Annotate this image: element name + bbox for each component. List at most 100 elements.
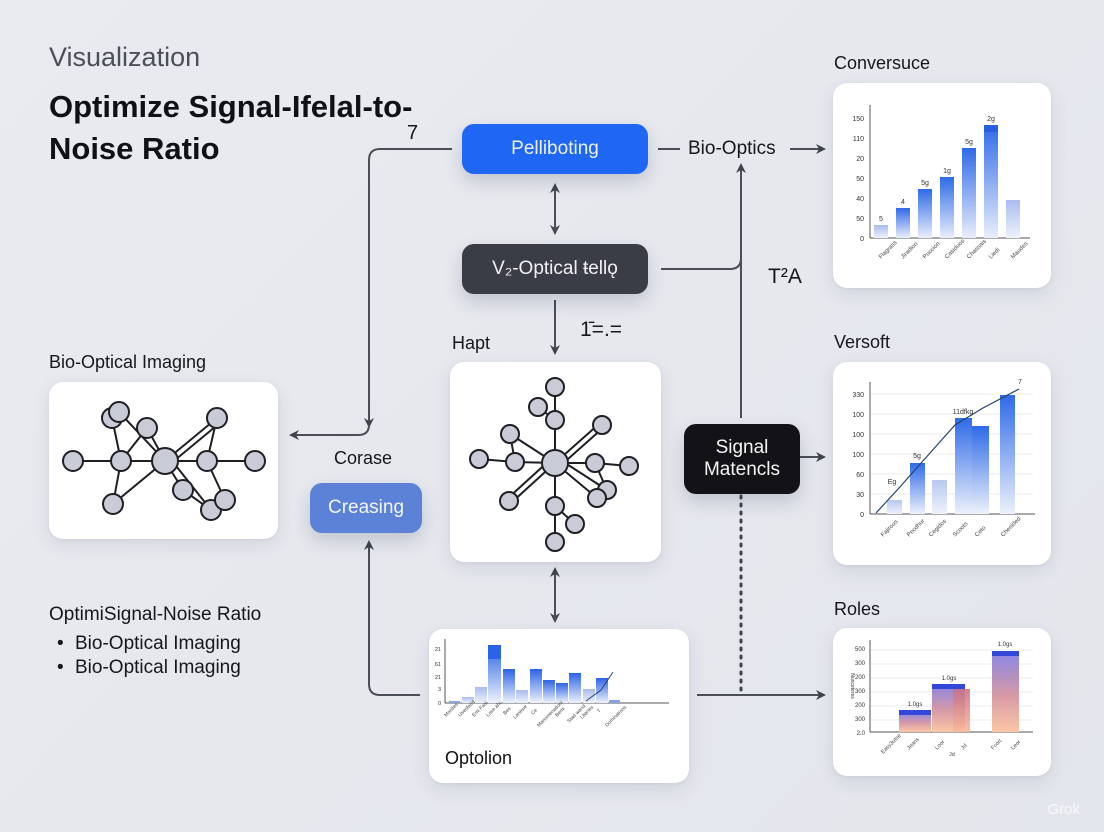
svg-text:330: 330 (852, 392, 864, 399)
svg-text:5g: 5g (965, 139, 973, 146)
svg-text:21: 21 (435, 647, 441, 653)
svg-text:0: 0 (438, 701, 441, 707)
svg-text:Easy3utse: Easy3utse (880, 733, 902, 755)
annotation-equation: 1̄=.= (580, 318, 623, 341)
svg-text:20: 20 (856, 156, 864, 163)
svg-text:Liedi: Liedi (988, 247, 1001, 260)
svg-text:Chesided: Chesided (1000, 516, 1022, 538)
svg-text:100: 100 (852, 452, 864, 459)
optolion-label: Optolion (445, 748, 513, 768)
svg-text:Maudes: Maudes (1010, 241, 1029, 260)
svg-text:Jd: Jd (960, 743, 968, 751)
svg-text:Lanesie: Lanesie (512, 704, 529, 721)
svg-text:5g: 5g (921, 180, 929, 187)
roles-bar-chart: 2.0 300 200 300 200 300 500 Nunceteres 1.0gs 1… (849, 640, 1033, 758)
page-title: Optimize Signal-Ifelal-to-Noise Ratio (49, 89, 413, 166)
svg-text:40: 40 (856, 196, 864, 203)
svg-text:2g: 2g (987, 116, 995, 123)
svg-text:61: 61 (435, 662, 441, 668)
notes-item: Bio-Optical Imaging (49, 632, 261, 656)
svg-text:Ceto: Ceto (974, 525, 988, 539)
svg-text:Leor: Leor (1010, 739, 1022, 751)
svg-text:5g: 5g (913, 453, 921, 460)
watermark: Grok (1047, 801, 1080, 818)
svg-text:Moniles: Moniles (443, 702, 460, 719)
annotation-seven: 7 (407, 122, 419, 144)
svg-text:300: 300 (855, 689, 866, 695)
signal-materials-node[interactable]: Signal Matencls (684, 424, 800, 494)
svg-text:Casiduos: Casiduos (944, 238, 966, 260)
notes-heading: OptimiSignal-Noise Ratio (49, 604, 262, 625)
svg-text:1.0gs: 1.0gs (942, 676, 957, 682)
versoft-chart-card[interactable]: 0 30 60 100 100 100 330 Eg 5g 11dfkg 7 Fajirous … (833, 362, 1051, 565)
conversuce-label: Conversuce (834, 53, 931, 73)
svg-text:60: 60 (856, 472, 864, 479)
svg-text:Puccion: Puccion (922, 241, 941, 260)
svg-text:Scoots: Scoots (952, 521, 969, 538)
svg-text:7: 7 (1018, 379, 1022, 386)
svg-text:200: 200 (855, 703, 866, 709)
svg-text:Eg: Eg (888, 479, 897, 486)
svg-text:50: 50 (856, 176, 864, 183)
svg-text:100: 100 (852, 432, 864, 439)
svg-text:30: 30 (856, 492, 864, 499)
svg-text:1.0gs: 1.0gs (998, 642, 1013, 648)
notes-block: OptimiSignal-Noise Ratio Bio-Optical Ima… (49, 604, 261, 680)
notes-item: Bio-Optical Imaging (49, 656, 261, 680)
bio-optics-label: Bio-Optics (688, 138, 776, 159)
svg-text:Jeans: Jeans (906, 737, 921, 752)
svg-text:4: 4 (901, 199, 905, 206)
svg-text:300: 300 (855, 717, 866, 723)
svg-text:1.0gs: 1.0gs (908, 702, 923, 708)
svg-text:150: 150 (852, 116, 864, 123)
svg-text:110: 110 (853, 136, 864, 143)
svg-text:100: 100 (852, 412, 864, 419)
svg-text:5: 5 (879, 216, 883, 223)
svg-text:2.0: 2.0 (857, 731, 866, 737)
versoft-label: Versoft (834, 332, 891, 352)
conversuce-bar-chart: 0 50 40 50 20 110 150 5 4 5g 1g 5g 2g Flagrass Ji… (852, 105, 1030, 261)
svg-text:11dfkg: 11dfkg (953, 409, 974, 416)
bio-optical-network-card[interactable] (49, 382, 278, 539)
optolion-chart-card[interactable]: 0 3 21 61 21 Moniles Usesfadd Emi Fasi Lose… (429, 629, 689, 783)
network-graph-icon (469, 377, 639, 552)
notes-list: Bio-Optical Imaging Bio-Optical Imaging (49, 632, 261, 680)
svg-text:Bes: Bes (502, 706, 513, 717)
svg-text:0: 0 (860, 512, 864, 519)
optical-tello-node[interactable]: V₂-Optical ŧellǫ (462, 244, 648, 294)
svg-text:Cegidos: Cegidos (928, 519, 948, 539)
hapt-network-card[interactable] (450, 362, 661, 562)
annotation-t2a: T²A (768, 265, 802, 288)
creasing-node[interactable]: Creasing (310, 483, 422, 533)
svg-text:Dominations: Dominations (604, 704, 628, 728)
svg-text:500: 500 (855, 647, 866, 653)
svg-text:200: 200 (855, 675, 866, 681)
svg-text:Flagrass: Flagrass (878, 240, 899, 261)
svg-text:Jd: Jd (949, 752, 955, 758)
svg-text:50: 50 (856, 216, 864, 223)
svg-text:21: 21 (435, 675, 441, 681)
roles-chart-card[interactable]: 2.0 300 200 300 200 300 500 Nunceteres 1.0gs 1… (833, 628, 1051, 776)
svg-text:Chassais: Chassais (966, 239, 988, 261)
svg-text:Loor: Loor (934, 739, 946, 751)
svg-text:Pecdhur: Pecdhur (906, 518, 926, 538)
bio-optical-imaging-label: Bio-Optical Imaging (49, 352, 207, 372)
svg-text:T: T (596, 708, 602, 714)
svg-text:Ce: Ce (530, 707, 539, 716)
svg-text:3: 3 (438, 687, 441, 693)
svg-text:Nunceteres: Nunceteres (849, 673, 855, 699)
corase-label: Corase (334, 448, 393, 468)
svg-text:0: 0 (860, 236, 864, 243)
svg-text:300: 300 (855, 661, 866, 667)
network-graph-icon (62, 401, 266, 521)
svg-text:Fcort: Fcort (990, 738, 1003, 751)
svg-text:Jiradion: Jiradion (900, 241, 919, 260)
svg-text:1g: 1g (943, 168, 951, 175)
svg-text:Fajirous: Fajirous (880, 519, 899, 538)
conversuce-chart-card[interactable]: 0 50 40 50 20 110 150 5 4 5g 1g 5g 2g Flagrass Ji… (833, 83, 1051, 288)
roles-label: Roles (834, 599, 881, 619)
pelliboting-node[interactable]: Pelliboting (462, 124, 648, 174)
